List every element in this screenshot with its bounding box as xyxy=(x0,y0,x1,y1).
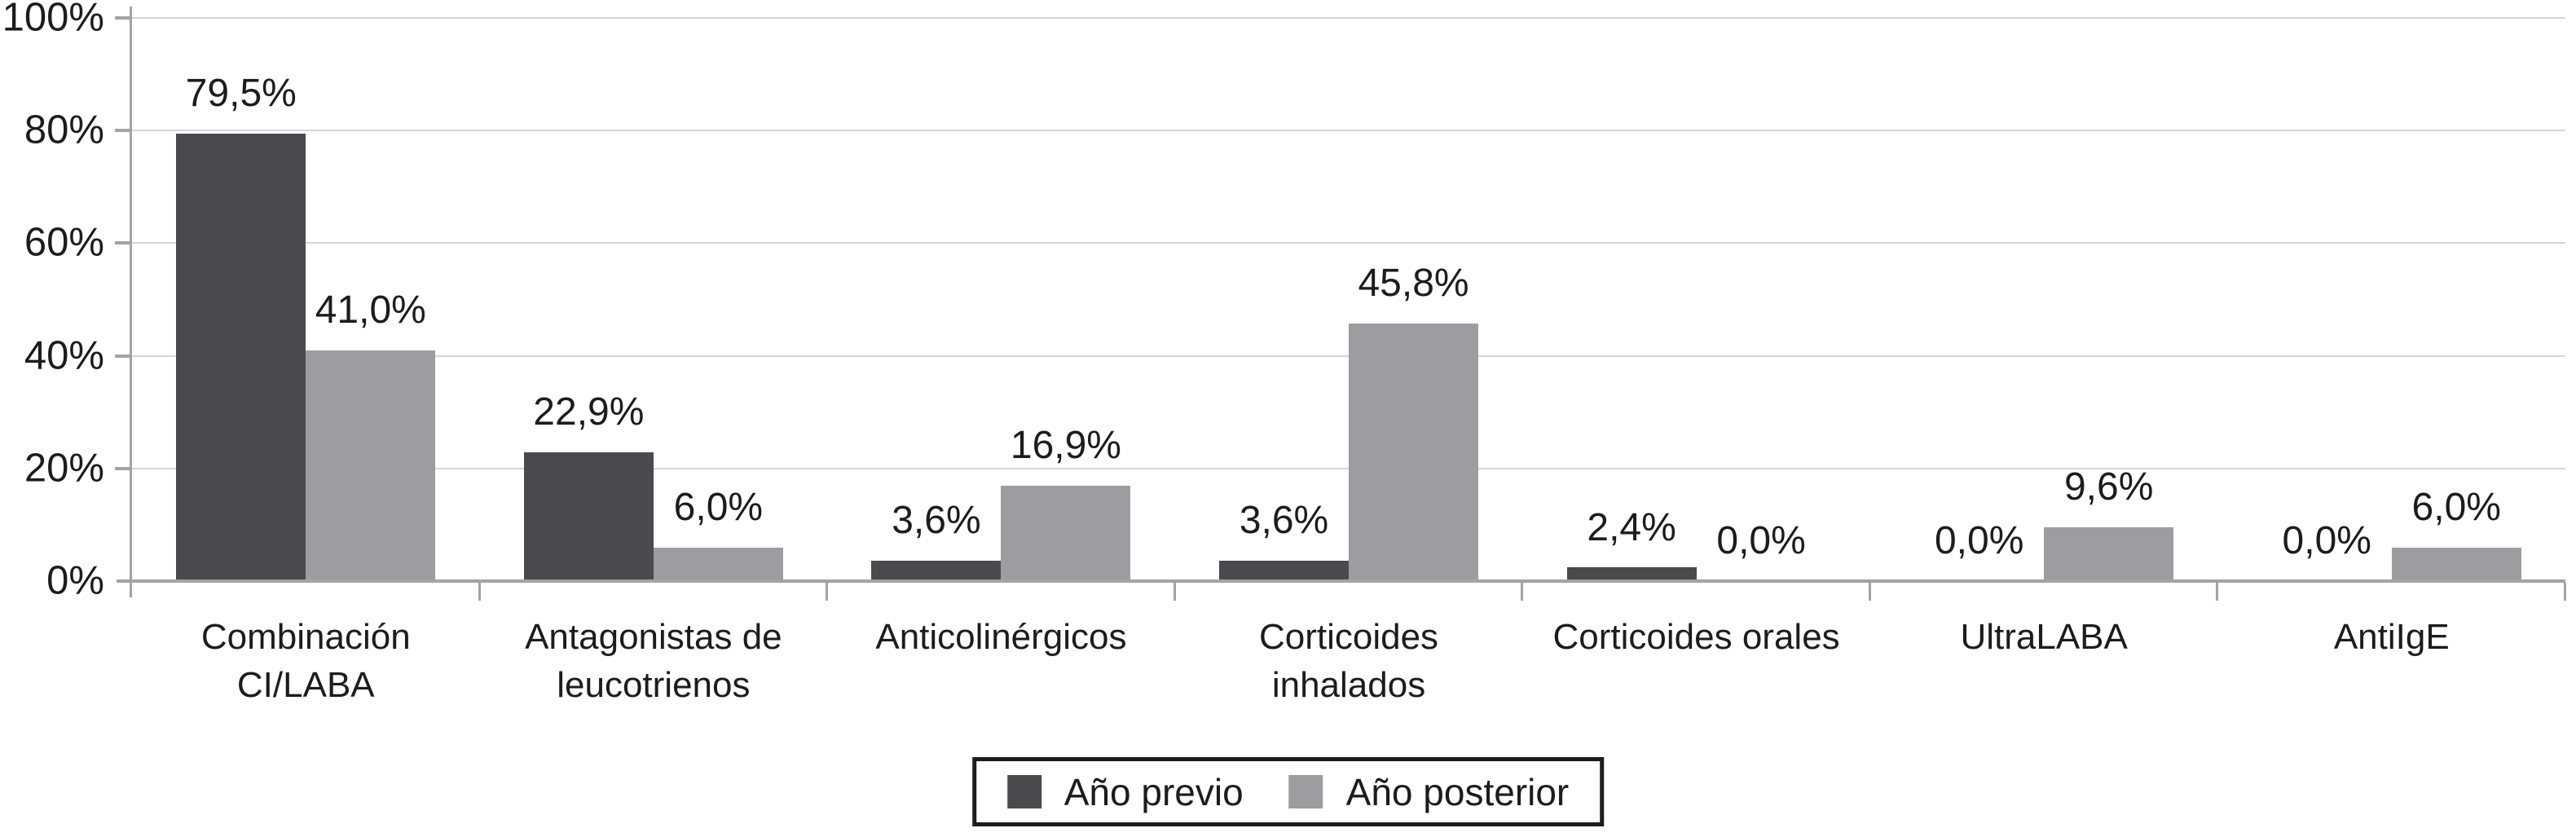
x-axis-labels: Combinación CI/LABA Antagonistas de leucotr… xyxy=(132,613,2565,709)
bar: 6,0% xyxy=(653,486,783,581)
bar-value-label: 0,0% xyxy=(1716,519,1806,563)
category-column: 2,4% 0,0% xyxy=(1522,18,1870,581)
bar-value-label: 0,0% xyxy=(1934,519,2024,563)
y-axis-tick xyxy=(115,16,130,20)
y-axis-tick-label: 20% xyxy=(24,446,104,491)
y-axis-tick-label: 100% xyxy=(2,0,104,40)
gridline xyxy=(132,130,2565,132)
legend-label-ano-posterior: Año posterior xyxy=(1345,770,1570,813)
gridline xyxy=(132,355,2565,357)
y-axis-labels: 100% 80% 60% 40% 20% 0% xyxy=(0,0,104,837)
category-label: Anticolinérgicos xyxy=(875,617,1127,657)
plot-area: 79,5% 41,0% 22,9% 6,0% 3,6% 16,9% 3,6% 45,8% 2,4… xyxy=(115,7,2566,601)
bar-value-label: 45,8% xyxy=(1358,261,1469,305)
category-label: AntiIgE xyxy=(2333,617,2450,657)
bar-value-label: 16,9% xyxy=(1010,424,1121,468)
x-axis-tick xyxy=(1173,583,1176,601)
y-axis-tick xyxy=(115,466,130,470)
bar-value-label: 0,0% xyxy=(2282,519,2371,563)
category-column: 3,6% 16,9% xyxy=(827,18,1175,581)
bar: 2,4% xyxy=(1566,506,1697,581)
category-label: UltraLABA xyxy=(1960,617,2128,657)
category-column: 3,6% 45,8% xyxy=(1175,18,1523,581)
bar: 9,6% xyxy=(2044,465,2174,581)
category-label: Corticoides inhalados xyxy=(1258,617,1439,705)
gridline xyxy=(132,467,2565,469)
category-label: Combinación CI/LABA xyxy=(200,617,411,705)
bar-value-label: 3,6% xyxy=(892,499,981,543)
bar-value-label: 9,6% xyxy=(2063,465,2154,509)
y-axis-tick-label: 40% xyxy=(24,333,104,378)
bar-value-label: 79,5% xyxy=(185,71,297,115)
x-axis-tick xyxy=(2564,583,2566,601)
bar-value-label: 2,4% xyxy=(1587,505,1676,549)
category-column: 79,5% 41,0% xyxy=(132,18,480,581)
x-axis-tick xyxy=(1521,583,1524,601)
bar: 3,6% xyxy=(1219,500,1350,581)
bar-value-label: 6,0% xyxy=(673,485,764,529)
bar-value-label: 22,9% xyxy=(533,390,645,434)
bar: 41,0% xyxy=(306,289,436,581)
bar: 16,9% xyxy=(1001,425,1131,581)
y-axis-tick-label: 80% xyxy=(24,108,104,152)
category-label: Corticoides orales xyxy=(1552,617,1840,657)
gridline xyxy=(132,17,2565,19)
bar-value-label: 3,6% xyxy=(1239,499,1329,543)
category-label: Antagonistas de leucotrienos xyxy=(525,617,782,705)
bar: 6,0% xyxy=(2391,486,2521,581)
bar: 79,5% xyxy=(176,72,306,581)
x-axis-tick xyxy=(1868,583,1871,601)
category-column: 22,9% 6,0% xyxy=(480,18,828,581)
y-axis-tick-label: 60% xyxy=(24,220,104,265)
categories: 79,5% 41,0% 22,9% 6,0% 3,6% 16,9% 3,6% 45,8% 2,4… xyxy=(132,18,2565,581)
y-axis-tick xyxy=(115,241,130,245)
category-column: 0,0% 6,0% xyxy=(2217,18,2565,581)
bar: 22,9% xyxy=(523,390,654,581)
gridline xyxy=(132,242,2565,244)
bar: 3,6% xyxy=(871,500,1002,581)
y-axis-tick-label: 0% xyxy=(46,558,104,603)
category-column: 0,0% 9,6% xyxy=(1870,18,2218,581)
x-axis-tick xyxy=(826,583,829,601)
y-axis-tick xyxy=(115,354,130,358)
bar-value-label: 41,0% xyxy=(315,288,426,332)
x-axis-tick xyxy=(2216,583,2219,601)
x-axis-line xyxy=(117,579,2565,583)
legend-swatch-ano-previo xyxy=(1006,775,1041,808)
legend: Año previo Año posterior xyxy=(971,757,1605,826)
legend-swatch-ano-posterior xyxy=(1288,775,1323,808)
bar-value-label: 6,0% xyxy=(2411,485,2501,529)
bar: 45,8% xyxy=(1349,262,1479,581)
legend-label-ano-previo: Año previo xyxy=(1063,770,1244,813)
x-axis-tick xyxy=(478,583,481,601)
y-axis-line xyxy=(130,7,132,597)
y-axis-tick xyxy=(115,129,130,133)
